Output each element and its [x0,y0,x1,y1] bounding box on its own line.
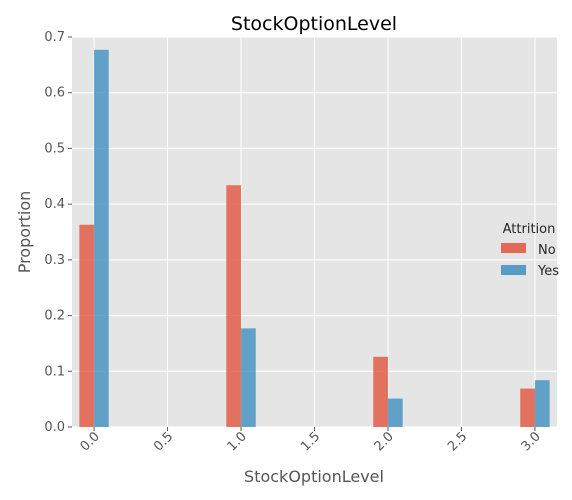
x-ticks: 0.0 0.5 1.0 1.5 2.0 2.5 3.0 [78,427,544,454]
y-tick-label: 0.0 [44,420,65,435]
x-tick-label: 0.5 [151,429,176,454]
x-tick-label: 3.0 [519,429,544,454]
x-tick-label: 0.0 [78,429,103,454]
y-tick-label: 0.6 [44,86,65,101]
y-tick-label: 0.3 [44,253,65,268]
y-axis-title: Proportion [15,191,34,274]
bar-yes-1 [241,328,256,427]
bar-yes-2 [387,398,403,427]
bars [79,49,550,428]
y-ticks: 0.0 0.1 0.2 0.3 0.4 0.5 0.6 0.7 [44,30,72,435]
y-tick-label: 0.1 [44,364,65,379]
bar-no-1 [226,185,242,427]
x-tick-label: 1.5 [298,429,323,454]
chart-title: StockOptionLevel [231,13,397,35]
x-tick-label: 2.0 [372,429,397,454]
x-tick-label: 2.5 [445,429,470,454]
legend-label-no: No [538,243,556,258]
bar-yes-3 [534,380,550,427]
y-tick-label: 0.7 [44,30,65,45]
legend: Attrition No Yes [501,222,559,279]
bar-no-2 [373,356,388,427]
y-tick-label: 0.5 [44,141,65,156]
legend-label-yes: Yes [537,264,559,279]
bar-no-3 [520,388,535,427]
y-tick-label: 0.2 [44,309,65,324]
bar-no-0 [79,224,95,427]
y-tick-label: 0.4 [44,197,65,212]
bar-yes-0 [94,49,109,428]
legend-title: Attrition [503,222,556,237]
x-axis-title: StockOptionLevel [244,467,384,486]
legend-swatch-yes [501,265,526,275]
legend-swatch-no [501,243,526,253]
x-tick-label: 1.0 [225,429,250,454]
